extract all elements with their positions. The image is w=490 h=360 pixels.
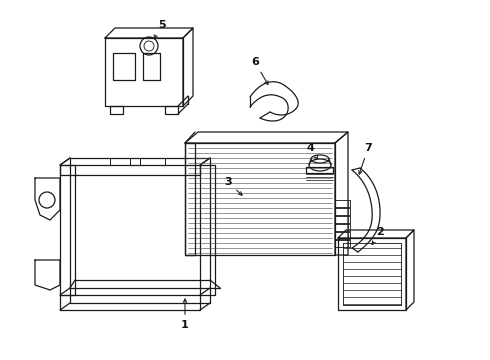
Text: 5: 5 bbox=[154, 20, 166, 39]
Text: 7: 7 bbox=[359, 143, 372, 174]
Text: 2: 2 bbox=[372, 227, 384, 244]
Text: 1: 1 bbox=[181, 299, 189, 330]
Text: 6: 6 bbox=[251, 57, 268, 85]
Text: 4: 4 bbox=[306, 143, 318, 159]
Text: 3: 3 bbox=[224, 177, 242, 195]
